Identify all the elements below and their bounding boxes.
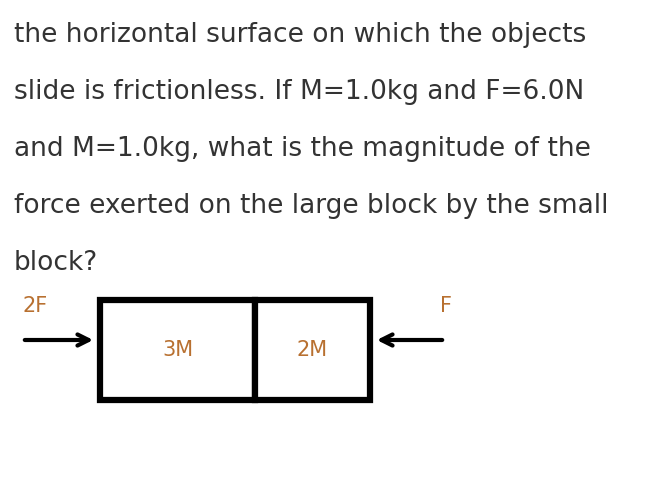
- Text: force exerted on the large block by the small: force exerted on the large block by the …: [14, 193, 608, 219]
- Text: F: F: [440, 296, 452, 316]
- Bar: [100, 300, 255, 400]
- Text: and M=1.0kg, what is the magnitude of the: and M=1.0kg, what is the magnitude of th…: [14, 136, 591, 162]
- Text: 2F: 2F: [22, 296, 47, 316]
- Bar: [255, 300, 370, 400]
- Text: 3M: 3M: [162, 340, 193, 360]
- Text: block?: block?: [14, 250, 98, 276]
- Text: slide is frictionless. If M=1.0kg and F=6.0N: slide is frictionless. If M=1.0kg and F=…: [14, 79, 585, 105]
- Text: 2M: 2M: [297, 340, 328, 360]
- Text: the horizontal surface on which the objects: the horizontal surface on which the obje…: [14, 22, 587, 48]
